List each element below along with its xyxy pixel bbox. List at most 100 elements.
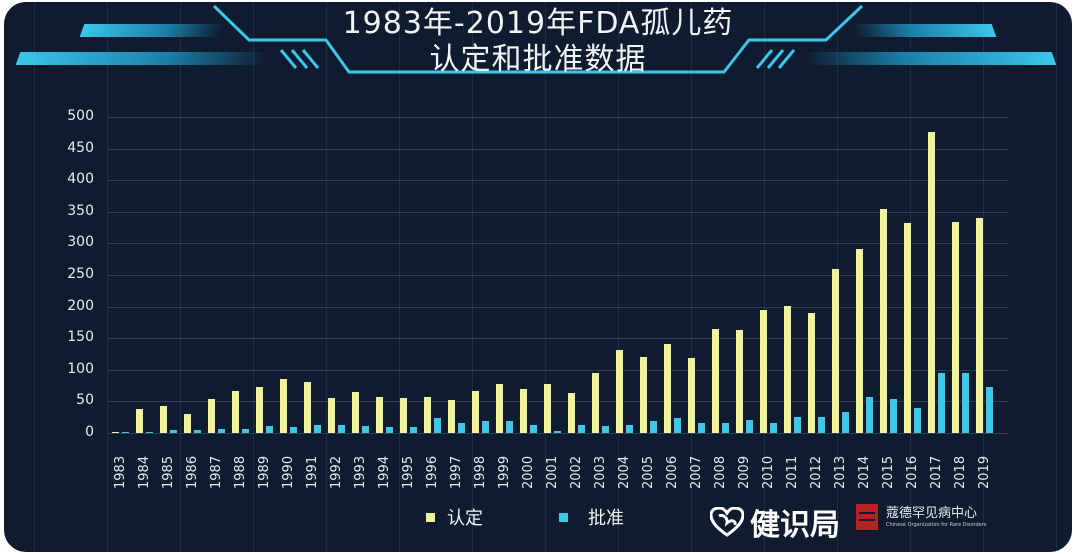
bar-designation [232, 391, 239, 433]
bar-approval [770, 422, 777, 433]
bar-approval [674, 418, 681, 433]
bar-approval [746, 420, 753, 433]
x-tick-label: 2015 [881, 455, 896, 489]
legend-swatch-approval [559, 512, 568, 522]
y-tick-label: 0 [85, 424, 94, 440]
bar-designation [712, 328, 719, 433]
x-tick-label: 1986 [185, 455, 200, 489]
x-tick-label: 1994 [377, 455, 392, 489]
x-tick-label: 2014 [857, 455, 872, 489]
y-tick-label: 300 [67, 234, 94, 251]
bar-designation [376, 396, 383, 433]
bar-designation [616, 350, 623, 433]
x-tick-label: 2013 [833, 455, 848, 489]
x-tick-label: 1996 [425, 455, 440, 489]
heart-logo-icon [710, 507, 744, 537]
x-tick-label: 2018 [953, 455, 968, 489]
legend-swatch-designation [426, 512, 435, 522]
background-grid-line [764, 2, 765, 552]
x-tick-label: 2016 [905, 455, 920, 489]
background-grid-line [34, 2, 35, 552]
bar-designation [256, 386, 263, 433]
x-tick-label: 1985 [161, 455, 176, 489]
background-grid-line [180, 2, 181, 552]
x-tick-label: 2004 [617, 455, 632, 489]
brand1-name: 健识局 [750, 508, 840, 543]
bar-approval [986, 386, 993, 433]
bar-approval [842, 412, 849, 433]
bar-approval [410, 427, 417, 433]
bar-designation [352, 391, 359, 433]
bar-designation [784, 305, 791, 433]
x-tick-label: 1989 [257, 455, 272, 489]
bar-designation [184, 414, 191, 433]
y-gridline [108, 117, 1008, 118]
bar-designation [544, 384, 551, 433]
bar-designation [856, 249, 863, 433]
bar-designation [496, 383, 503, 433]
x-tick-label: 1990 [281, 455, 296, 489]
bar-designation [976, 218, 983, 433]
bar-designation [640, 356, 647, 433]
y-gridline [108, 306, 1008, 308]
x-tick-label: 1995 [401, 455, 416, 489]
x-tick-label: 1992 [329, 455, 344, 489]
x-tick-label: 1991 [305, 455, 320, 489]
bar-designation [568, 392, 575, 433]
x-tick-label: 2000 [521, 455, 536, 489]
chart-title-line2: 认定和批准数据 [429, 42, 647, 77]
x-tick-label: 2011 [785, 455, 800, 489]
x-tick-label: 2006 [665, 455, 680, 489]
y-gridline [108, 211, 1008, 213]
bar-approval [218, 429, 225, 433]
bar-approval [146, 431, 153, 433]
bar-designation [328, 398, 335, 433]
legend-item-approval: 批准 [559, 504, 624, 530]
bar-approval [914, 407, 921, 433]
y-tick-label: 250 [67, 266, 94, 282]
y-gridline [108, 148, 1008, 150]
bar-designation [904, 223, 911, 433]
x-tick-label: 2002 [569, 455, 584, 489]
x-tick-label: 1993 [353, 455, 368, 489]
bar-designation [112, 431, 119, 433]
bar-approval [602, 426, 609, 433]
bar-approval [242, 428, 249, 433]
x-tick-label: 2007 [689, 455, 704, 489]
bar-designation [160, 405, 167, 433]
brand2-subtitle: Chinese Organization for Rare Disorders [886, 521, 987, 528]
x-tick-label: 2005 [641, 455, 656, 489]
y-tick-label: 500 [67, 108, 94, 124]
background-grid-line [107, 2, 108, 552]
bar-designation [832, 268, 839, 433]
x-tick-label: 1987 [209, 455, 224, 489]
x-tick-label: 1984 [137, 455, 152, 489]
background-grid-line [253, 2, 254, 552]
x-tick-label: 2019 [977, 455, 992, 489]
header-decoration [212, 4, 864, 74]
y-tick-label: 200 [67, 297, 94, 314]
bar-approval [362, 426, 369, 433]
bar-designation [664, 343, 671, 433]
y-tick-label: 50 [76, 392, 94, 409]
x-tick-label: 1983 [113, 455, 128, 489]
brand-logo-jianshiju: 健识局 [710, 500, 840, 544]
legend-item-designation: 认定 [426, 504, 483, 530]
bar-approval [266, 426, 273, 433]
bar-approval [386, 427, 393, 433]
x-tick-label: 2001 [545, 455, 560, 489]
bar-approval [722, 422, 729, 433]
bar-designation [400, 397, 407, 433]
background-grid-line [399, 2, 400, 552]
bar-designation [424, 396, 431, 433]
y-tick-label: 400 [67, 171, 94, 188]
bar-designation [520, 389, 527, 433]
brand2-name: 蔻德罕见病中心 [886, 505, 978, 521]
bar-approval [698, 422, 705, 433]
background-grid-line [545, 2, 546, 552]
bar-designation [688, 358, 695, 433]
bar-approval [794, 417, 801, 433]
y-gridline [108, 180, 1008, 182]
bar-approval [458, 422, 465, 433]
bar-designation [304, 381, 311, 433]
